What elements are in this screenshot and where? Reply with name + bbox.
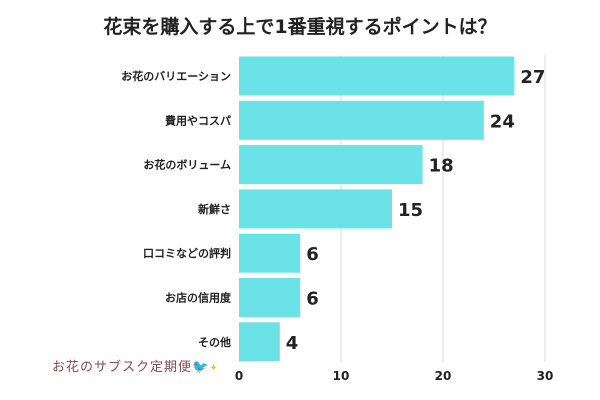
data-label: 6 (306, 289, 319, 310)
category-label: その他 (198, 335, 231, 349)
bar (239, 189, 392, 229)
data-label: 6 (306, 244, 319, 265)
x-tick-label: 0 (235, 369, 243, 383)
category-label: 費用やコスパ (164, 113, 231, 127)
bar (239, 145, 423, 185)
bird-icon: 🐦 (192, 360, 210, 375)
data-label: 4 (286, 333, 299, 354)
x-tick-label: 20 (435, 369, 452, 383)
category-label: お花のバリエーション (121, 69, 231, 83)
brand-logo: お花のサブスク定期便🐦✦ (52, 356, 219, 375)
bar (239, 56, 515, 96)
logo-text: お花のサブスク定期便 (52, 360, 193, 375)
x-tick-label: 30 (537, 369, 554, 383)
bar (239, 278, 301, 317)
category-label: お花のボリューム (143, 158, 231, 172)
category-label: 口コミなどの評判 (143, 246, 231, 260)
data-label: 15 (398, 200, 423, 221)
bar (239, 100, 484, 140)
sparkle-icon: ✦ (209, 363, 219, 374)
category-label: お店の信用度 (165, 291, 232, 305)
bar (239, 233, 301, 273)
data-label: 27 (520, 67, 545, 88)
chart-title: 花束を購入する上で1番重視するポイントは？ (103, 16, 497, 38)
data-label: 24 (490, 111, 515, 132)
bar (239, 322, 280, 362)
category-label: 新鮮さ (198, 202, 231, 216)
x-tick-label: 10 (333, 369, 350, 383)
data-label: 18 (429, 156, 454, 177)
